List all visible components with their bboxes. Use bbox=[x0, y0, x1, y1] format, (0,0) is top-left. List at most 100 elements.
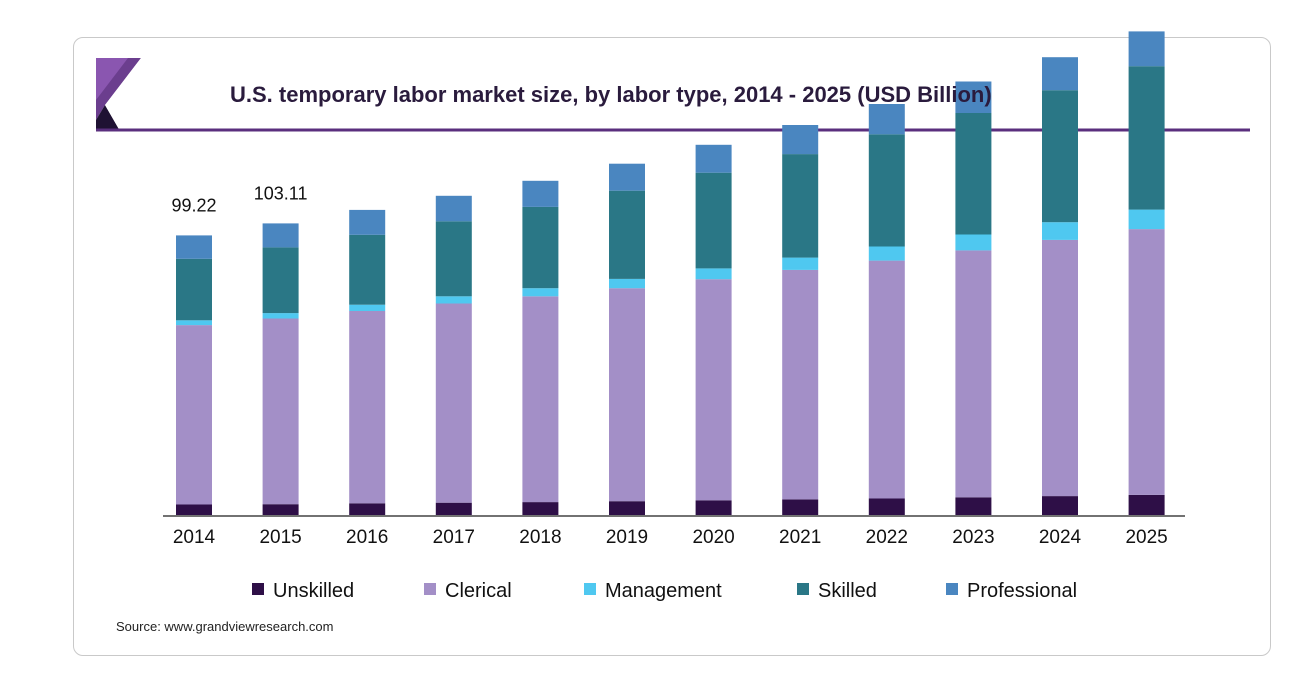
x-tick-label: 2021 bbox=[779, 527, 821, 548]
bar-management-2025 bbox=[1128, 209, 1165, 230]
bar-unskilled-2015 bbox=[262, 504, 299, 515]
x-tick-label: 2018 bbox=[519, 527, 561, 548]
bar-skilled-2016 bbox=[349, 234, 386, 305]
bar-management-2021 bbox=[782, 257, 819, 270]
bar-unskilled-2016 bbox=[349, 503, 386, 515]
bar-clerical-2021 bbox=[782, 269, 819, 500]
bar-professional-2020 bbox=[695, 144, 732, 173]
bar-clerical-2023 bbox=[955, 250, 992, 498]
logo-shape-notch bbox=[105, 58, 141, 131]
bar-professional-2017 bbox=[435, 195, 472, 222]
x-tick-label: 2015 bbox=[259, 527, 301, 548]
bar-management-2024 bbox=[1042, 222, 1078, 240]
bar-clerical-2016 bbox=[349, 311, 386, 504]
bar-professional-2025 bbox=[1128, 31, 1165, 67]
bar-unskilled-2020 bbox=[695, 500, 732, 515]
legend-swatch bbox=[584, 583, 596, 595]
bar-skilled-2020 bbox=[695, 172, 732, 269]
bar-professional-2019 bbox=[609, 163, 645, 191]
bar-clerical-2019 bbox=[609, 288, 645, 502]
bar-unskilled-2024 bbox=[1042, 496, 1078, 515]
logo-shape-dark bbox=[96, 105, 120, 131]
legend: Unskilled Clerical Management Skilled Profes… bbox=[252, 580, 1077, 602]
bar-management-2015 bbox=[262, 313, 299, 319]
x-tick-labels: 2014 2015 2016 2017 2018 2019 2020 2021 2022 2023… bbox=[173, 527, 1168, 548]
bar-management-2022 bbox=[868, 246, 905, 261]
bar-management-2014 bbox=[176, 320, 212, 326]
x-tick-label: 2023 bbox=[952, 527, 994, 548]
legend-label: Skilled bbox=[818, 580, 877, 602]
bar-skilled-2021 bbox=[782, 154, 819, 258]
legend-swatch bbox=[797, 583, 809, 595]
bar-professional-2016 bbox=[349, 209, 386, 235]
bar-professional-2018 bbox=[522, 180, 559, 207]
legend-item-skilled: Skilled bbox=[797, 580, 877, 602]
bar-clerical-2024 bbox=[1042, 239, 1078, 497]
bar-unskilled-2018 bbox=[522, 502, 559, 515]
bar-clerical-2017 bbox=[435, 303, 472, 503]
bar-management-2017 bbox=[435, 296, 472, 304]
bar-skilled-2023 bbox=[955, 113, 992, 235]
bar-skilled-2025 bbox=[1128, 66, 1165, 210]
bar-unskilled-2022 bbox=[868, 498, 905, 515]
bar-clerical-2015 bbox=[262, 318, 299, 505]
bar-management-2018 bbox=[522, 288, 559, 297]
logo-shape-light bbox=[96, 58, 128, 100]
legend-label: Professional bbox=[967, 580, 1077, 602]
bar-skilled-2014 bbox=[176, 258, 212, 321]
bar-management-2019 bbox=[609, 278, 645, 289]
bar-unskilled-2017 bbox=[435, 502, 472, 515]
source-note: Source: www.grandviewresearch.com bbox=[116, 619, 334, 634]
bar-clerical-2020 bbox=[695, 279, 732, 501]
data-label-2015: 103.11 bbox=[254, 183, 308, 203]
x-tick-label: 2014 bbox=[173, 527, 216, 548]
legend-swatch bbox=[252, 583, 264, 595]
x-tick-label: 2019 bbox=[606, 527, 648, 548]
bar-clerical-2022 bbox=[868, 260, 905, 499]
bar-professional-2021 bbox=[782, 125, 819, 155]
bar-management-2023 bbox=[955, 234, 992, 251]
bar-clerical-2018 bbox=[522, 296, 559, 503]
x-tick-label: 2022 bbox=[866, 527, 908, 548]
legend-swatch bbox=[946, 583, 958, 595]
bar-clerical-2014 bbox=[176, 325, 212, 505]
legend-item-unskilled: Unskilled bbox=[252, 580, 354, 602]
legend-item-clerical: Clerical bbox=[424, 580, 512, 602]
bar-skilled-2017 bbox=[435, 221, 472, 297]
bar-professional-2024 bbox=[1042, 57, 1078, 91]
x-tick-label: 2016 bbox=[346, 527, 388, 548]
x-tick-label: 2017 bbox=[433, 527, 475, 548]
bar-unskilled-2025 bbox=[1128, 494, 1165, 515]
bar-clerical-2025 bbox=[1128, 229, 1165, 495]
legend-label: Management bbox=[605, 580, 722, 602]
bar-skilled-2015 bbox=[262, 247, 299, 314]
legend-swatch bbox=[424, 583, 436, 595]
bar-management-2020 bbox=[695, 268, 732, 280]
bar-management-2016 bbox=[349, 304, 386, 311]
bar-skilled-2024 bbox=[1042, 90, 1078, 223]
bar-unskilled-2023 bbox=[955, 497, 992, 515]
legend-item-professional: Professional bbox=[946, 580, 1077, 602]
bar-professional-2023 bbox=[955, 81, 992, 113]
bar-skilled-2019 bbox=[609, 190, 645, 279]
legend-label: Unskilled bbox=[273, 580, 354, 602]
bar-skilled-2018 bbox=[522, 206, 559, 289]
data-label-2014: 99.22 bbox=[171, 195, 216, 215]
bar-professional-2014 bbox=[176, 235, 212, 259]
bar-unskilled-2014 bbox=[176, 504, 212, 515]
bar-skilled-2022 bbox=[868, 134, 905, 247]
bars-layer bbox=[176, 31, 1165, 515]
labels-layer: 99.22 103.11 bbox=[171, 183, 307, 215]
bar-professional-2022 bbox=[868, 104, 905, 135]
x-tick-label: 2020 bbox=[692, 527, 734, 548]
bar-professional-2015 bbox=[262, 223, 299, 248]
legend-item-management: Management bbox=[584, 580, 722, 602]
chart-title: U.S. temporary labor market size, by lab… bbox=[230, 82, 992, 107]
legend-label: Clerical bbox=[445, 580, 512, 602]
x-tick-label: 2024 bbox=[1039, 527, 1082, 548]
x-tick-label: 2025 bbox=[1125, 527, 1167, 548]
header-logo bbox=[96, 58, 141, 131]
bar-unskilled-2019 bbox=[609, 501, 645, 515]
bar-unskilled-2021 bbox=[782, 499, 819, 515]
